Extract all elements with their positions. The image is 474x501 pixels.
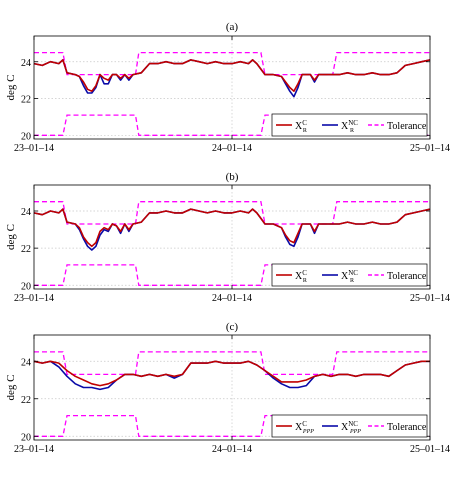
- series-line-controlled: [33, 360, 430, 387]
- chart-panel-1: (a) 20 22 24 23–01–14 24–01–14 25–01–14 deg C XC…: [5, 21, 450, 154]
- y-tick-label: 20: [21, 281, 31, 292]
- legend-label: Tolerance: [387, 121, 427, 132]
- x-tick-label: 23–01–14: [14, 444, 54, 455]
- chart-panel-3: (c) 20 22 24 23–01–14 24–01–14 25–01–14 deg C XC…: [5, 321, 450, 455]
- legend: XC PPP XNC PPP Tolerance: [271, 414, 428, 438]
- legend-label: XC PPP: [295, 420, 314, 435]
- panel-title: (b): [226, 171, 239, 183]
- series-line-tolerance: [34, 201, 430, 225]
- legend-label: Tolerance: [387, 271, 427, 282]
- legend-label: XC R: [295, 269, 307, 284]
- y-tick-label: 22: [21, 95, 31, 106]
- chart-panel-2: (b) 20 22 24 23–01–14 24–01–14 25–01–14 deg C XC…: [5, 171, 450, 304]
- x-tick-label: 25–01–14: [410, 293, 450, 304]
- x-tick-label: 24–01–14: [212, 293, 252, 304]
- x-tick-label: 24–01–14: [212, 444, 252, 455]
- legend: XC R XNC R Tolerance: [271, 263, 428, 287]
- legend-box: [271, 263, 428, 287]
- series-line-controlled: [33, 208, 431, 248]
- legend-box: [271, 414, 428, 438]
- y-axis-label: deg C: [5, 75, 17, 101]
- panel-title: (c): [226, 321, 239, 333]
- legend-label: XNC R: [341, 269, 358, 284]
- x-tick-label: 23–01–14: [14, 143, 54, 154]
- legend: XC R XNC R Tolerance: [271, 113, 428, 137]
- series-line-controlled: [33, 59, 431, 92]
- y-tick-label: 22: [21, 395, 31, 406]
- legend-label: Tolerance: [387, 422, 427, 433]
- legend-label: XC R: [295, 119, 307, 134]
- legend-label: XNC PPP: [341, 420, 361, 435]
- x-tick-label: 25–01–14: [410, 143, 450, 154]
- panel-title: (a): [226, 21, 239, 33]
- legend-label: XNC R: [341, 119, 358, 134]
- y-axis-label: deg C: [5, 224, 17, 250]
- x-tick-label: 24–01–14: [212, 143, 252, 154]
- series-line-tolerance: [34, 351, 430, 376]
- y-tick-label: 22: [21, 244, 31, 255]
- y-tick-label: 20: [21, 131, 31, 142]
- x-tick-label: 25–01–14: [410, 444, 450, 455]
- y-tick-label: 24: [21, 207, 31, 218]
- x-tick-label: 23–01–14: [14, 293, 54, 304]
- y-tick-label: 24: [21, 58, 31, 69]
- y-tick-label: 20: [21, 432, 31, 443]
- y-axis-label: deg C: [5, 375, 17, 401]
- legend-box: [271, 113, 428, 137]
- y-tick-label: 24: [21, 357, 31, 368]
- series-line-tolerance: [34, 51, 430, 76]
